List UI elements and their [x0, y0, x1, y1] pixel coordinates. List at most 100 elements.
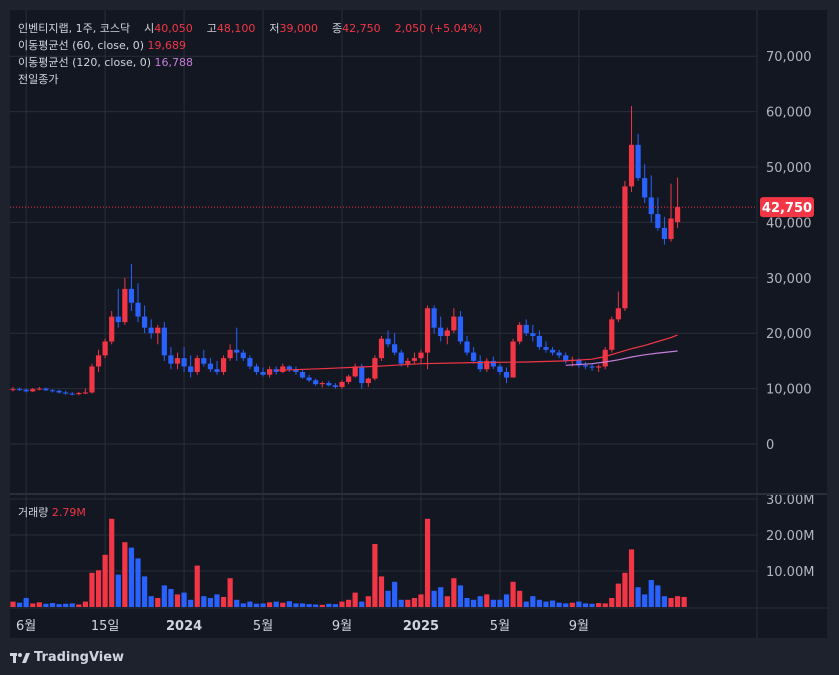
- volume-bar: [523, 601, 529, 607]
- candle-body: [497, 366, 503, 372]
- candle-body: [49, 390, 56, 392]
- volume-bar: [490, 599, 496, 607]
- volume-bar: [622, 572, 628, 607]
- candle-body: [352, 366, 358, 377]
- candle-body: [543, 347, 549, 350]
- volume-bar: [181, 592, 187, 607]
- volume-bar: [569, 602, 575, 607]
- candle-body: [201, 358, 207, 364]
- volume-bar: [510, 581, 516, 607]
- candle-body: [253, 366, 260, 372]
- volume-bar: [668, 598, 674, 607]
- tradingview-logo[interactable]: TradingView: [10, 650, 124, 665]
- candle-body: [392, 344, 398, 353]
- volume-bar: [16, 602, 23, 607]
- volume-bar: [681, 596, 687, 607]
- candle-body: [332, 385, 339, 387]
- volume-bar: [503, 594, 510, 607]
- candle-body: [615, 308, 621, 320]
- volume-bar: [102, 554, 108, 607]
- plot-area-left: [10, 10, 757, 638]
- volume-bar: [563, 603, 569, 607]
- legend-symbol[interactable]: 인벤티지랩, 1주, 코스닥: [18, 22, 131, 35]
- legend-ma120-label: 이동평균선 (120, close, 0): [18, 56, 151, 69]
- time-tick-label: 5월: [490, 619, 510, 634]
- volume-bar: [82, 601, 88, 607]
- volume-bar: [306, 604, 312, 607]
- legend-prev-close-row[interactable]: 전일종가: [18, 71, 58, 87]
- volume-bar: [464, 598, 470, 607]
- candle-body: [36, 388, 42, 390]
- volume-bar: [227, 578, 233, 607]
- volume-bar: [635, 587, 641, 607]
- legend-ma120-value: 16,788: [154, 56, 194, 69]
- volume-bar: [398, 599, 404, 607]
- last-price-badge: [760, 197, 814, 218]
- legend-open-label: 시: [144, 22, 155, 35]
- volume-bar: [589, 603, 595, 607]
- legend-ma120-row[interactable]: 이동평균선 (120, close, 0) 16,788: [18, 54, 193, 70]
- candle-body: [109, 316, 115, 342]
- price-tick-label: 20,000: [766, 327, 812, 342]
- ma120-line: [565, 350, 678, 366]
- candle-body: [115, 316, 121, 323]
- candle-body: [214, 369, 220, 372]
- volume-tick-label: 30.00M: [766, 493, 814, 508]
- candle-body: [345, 376, 352, 382]
- candle-body: [589, 366, 595, 368]
- candle-body: [451, 316, 457, 331]
- volume-bar: [161, 585, 167, 607]
- candle-body: [161, 327, 167, 356]
- legend-volume-row[interactable]: 거래량 2.79M: [18, 504, 86, 520]
- legend-ma60-row[interactable]: 이동평균선 (60, close, 0) 19,689: [18, 37, 186, 53]
- volume-bar: [10, 601, 16, 607]
- candle-body: [207, 363, 213, 370]
- volume-bar: [661, 596, 668, 607]
- volume-bar: [148, 596, 154, 607]
- volume-bar: [556, 602, 562, 607]
- candle-body: [661, 227, 668, 240]
- legend-close-value: 42,750: [342, 22, 381, 35]
- volume-bar: [405, 599, 411, 607]
- volume-bar: [345, 599, 352, 607]
- volume-bar: [293, 603, 299, 607]
- candle-body: [220, 358, 227, 372]
- volume-bar: [174, 594, 181, 607]
- candle-body: [148, 327, 154, 334]
- volume-bar: [602, 603, 608, 607]
- candle-body: [326, 383, 332, 386]
- candle-body: [424, 308, 431, 353]
- candle-body: [503, 371, 510, 378]
- volume-tick-label: 20.00M: [766, 529, 814, 544]
- volume-bar: [438, 587, 444, 607]
- volume-bar: [352, 592, 358, 607]
- legend-volume-value: 2.79M: [51, 506, 86, 519]
- volume-bar: [655, 585, 661, 607]
- volume-bar: [142, 576, 148, 607]
- volume-bar: [115, 574, 121, 607]
- volume-bar: [267, 602, 273, 607]
- candle-body: [385, 338, 391, 345]
- volume-bar: [214, 594, 220, 607]
- candle-body: [398, 352, 404, 364]
- candle-body: [582, 365, 589, 367]
- price-scale-area: [757, 10, 827, 638]
- candle-body: [102, 341, 108, 356]
- volume-bar: [63, 603, 69, 607]
- candle-body: [536, 335, 542, 348]
- candle-body: [372, 358, 378, 379]
- volume-bar: [95, 570, 102, 607]
- volume-bar: [378, 576, 385, 607]
- candle-body: [431, 308, 437, 328]
- candle-body: [63, 392, 69, 394]
- volume-bar: [596, 603, 602, 607]
- candle-body: [293, 369, 299, 372]
- candle-body: [438, 327, 444, 336]
- volume-bar: [240, 603, 246, 607]
- volume-bar: [319, 604, 325, 607]
- volume-bar: [628, 549, 635, 607]
- volume-bar: [194, 565, 200, 607]
- candle-body: [23, 389, 29, 392]
- time-tick-label: 2025: [403, 619, 439, 634]
